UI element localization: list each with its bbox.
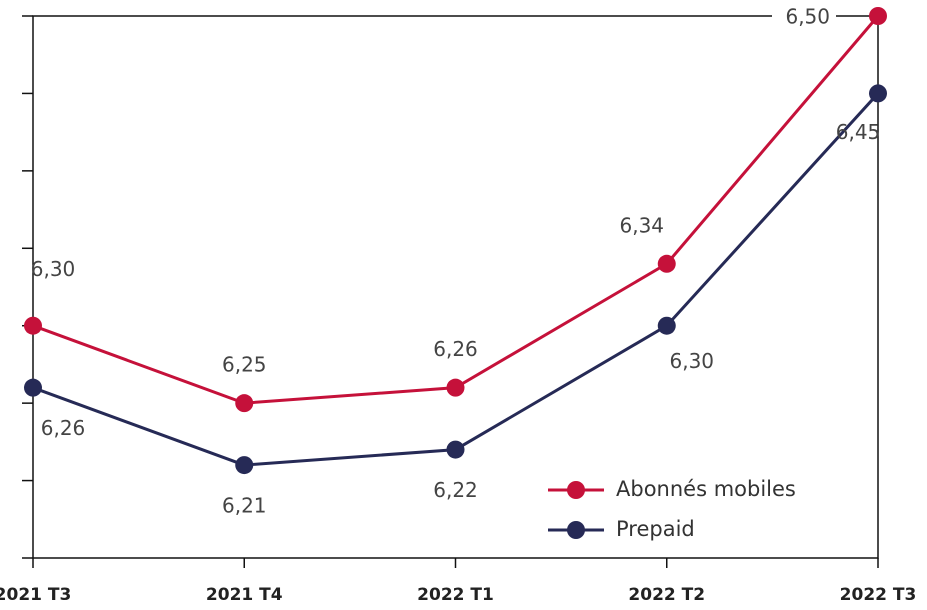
label-bg xyxy=(772,5,836,31)
data-point xyxy=(24,316,42,335)
data-label: 6,25 xyxy=(222,353,267,377)
data-point xyxy=(657,254,676,273)
data-label: 6,21 xyxy=(222,494,267,518)
data-label: 6,30 xyxy=(669,349,714,373)
data-point xyxy=(235,456,254,475)
legend-label: Abonnés mobiles xyxy=(616,477,796,501)
data-point xyxy=(446,440,465,459)
series-line xyxy=(32,92,880,467)
data-point xyxy=(869,84,887,103)
data-label: 6,26 xyxy=(433,337,478,361)
data-point xyxy=(446,378,465,397)
data-point xyxy=(657,316,676,335)
x-tick-label: 2022 T2 xyxy=(628,585,705,605)
data-point xyxy=(869,7,887,25)
data-label: 6,50 xyxy=(785,5,830,29)
data-label: 6,22 xyxy=(433,478,478,502)
x-tick-label: 2021 T4 xyxy=(206,585,283,605)
data-label: 6,30 xyxy=(31,257,76,281)
legend-label: Prepaid xyxy=(616,517,695,541)
data-label: 6,34 xyxy=(619,213,664,237)
x-tick-label: 2022 T3 xyxy=(840,585,917,605)
legend-marker xyxy=(567,481,585,499)
legend-marker xyxy=(567,521,585,539)
x-tick-label: 2021 T3 xyxy=(0,585,71,605)
x-tick-label: 2022 T1 xyxy=(417,585,494,605)
data-point xyxy=(24,378,42,397)
data-label: 6,45 xyxy=(836,120,881,144)
data-label: 6,26 xyxy=(41,416,86,440)
data-point xyxy=(235,394,254,413)
